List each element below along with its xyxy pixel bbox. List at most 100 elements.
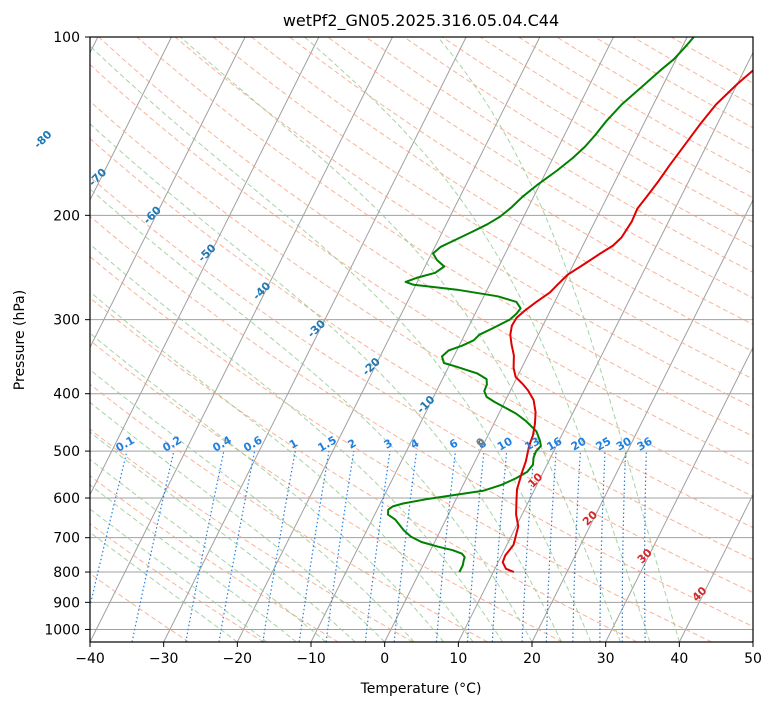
mixing-ratio-line (90, 450, 128, 609)
y-tick-label: 900 (53, 595, 80, 611)
isotherm-line (531, 198, 753, 642)
dry-adiabat-line (90, 297, 638, 642)
isotherm-line (310, 37, 614, 642)
x-tick-label: 20 (523, 651, 541, 667)
moist-adiabat-line (90, 243, 503, 642)
mixing-ratio-line (599, 451, 606, 642)
x-tick-label: 50 (744, 651, 762, 667)
mixing-ratio-line (298, 450, 330, 642)
dry-adiabat-line (90, 383, 488, 642)
mixing-ratio-line (491, 451, 508, 642)
isotherm-line (90, 37, 246, 349)
mixing-ratio-line (393, 451, 418, 642)
moist-adiabat-line (90, 531, 238, 642)
mixing-ratio-line (185, 450, 225, 642)
dry-adiabat-line (594, 37, 753, 129)
y-tick-label: 200 (53, 208, 80, 224)
plot-frame (89, 36, 754, 643)
dry-adiabat-line (98, 37, 753, 467)
mixing-ratio-line (131, 450, 175, 642)
adiabat-label: -80 (31, 128, 54, 151)
y-axis-title: Pressure (hPa) (12, 290, 28, 390)
isotherm-line (384, 37, 688, 642)
x-tick-label: −30 (149, 651, 179, 667)
moist-adiabat-line (304, 37, 651, 642)
chart-title: wetPf2_GN05.2025.316.05.04.C44 (283, 11, 559, 31)
x-tick-label: −10 (296, 651, 326, 667)
isobar-grid (90, 37, 753, 630)
y-tick-label: 300 (53, 313, 80, 329)
dry-adiabat-line (365, 37, 753, 273)
dewpoint-profile (387, 37, 695, 573)
mixing-ratio-label: 3 (382, 437, 395, 452)
dry-adiabats (90, 37, 753, 642)
moist-adiabat-line (90, 401, 386, 642)
x-axis-title: Temperature (°C) (360, 681, 482, 697)
dry-adiabat-line (90, 339, 563, 642)
dry-adiabat-line (174, 37, 753, 408)
moist-adiabat-line (90, 45, 592, 642)
dry-adiabat-line (90, 137, 753, 561)
dry-adiabat-line (90, 572, 190, 642)
y-tick-label: 800 (53, 565, 80, 581)
mixing-ratio-line (466, 451, 485, 642)
dry-adiabat-line (289, 37, 753, 326)
moist-adiabat-line (90, 369, 415, 642)
y-tick-label: 700 (53, 531, 80, 547)
x-tick-label: 40 (670, 651, 688, 667)
dry-adiabat-line (90, 475, 339, 642)
dry-adiabat-line (632, 37, 753, 106)
dry-adiabat-line (251, 37, 753, 353)
isotherm-line (236, 37, 541, 642)
plot-area (90, 37, 753, 642)
dry-adiabat-line (670, 37, 753, 84)
mixing-ratio-line (621, 451, 627, 642)
isotherm-line (90, 37, 320, 496)
mixing-ratio-line (435, 451, 456, 642)
x-tick-label: 10 (449, 651, 467, 667)
x-axis: −40 −30 −20 −10 0 10 20 30 40 50 (75, 642, 762, 667)
moist-adiabat-line (90, 431, 356, 642)
y-tick-label: 1000 (44, 622, 80, 638)
moist-adiabat-line (90, 188, 533, 642)
mixing-ratio-line (364, 451, 391, 642)
isotherm-grid (90, 37, 753, 642)
moist-adiabat-line (90, 123, 562, 642)
y-tick-label: 100 (53, 30, 80, 46)
dry-adiabat-line (480, 37, 753, 199)
mixing-ratio-label: 1 (287, 437, 300, 452)
dry-adiabat-line (90, 215, 753, 628)
moist-adiabat-line (180, 37, 621, 642)
mixing-ratio-line (262, 450, 296, 642)
mixing-ratio-label: 6 (447, 436, 460, 451)
isotherm-line (90, 37, 393, 642)
dry-adiabat-line (90, 100, 753, 529)
y-tick-label: 600 (53, 491, 80, 507)
temperature-line (501, 69, 753, 573)
moist-adiabat-line (90, 332, 444, 642)
mixing-ratio-line (325, 451, 355, 642)
dry-adiabat-line (327, 37, 753, 299)
y-tick-label: 500 (53, 444, 80, 460)
x-tick-label: 30 (597, 651, 615, 667)
dewpoint-line (387, 37, 695, 573)
isotherm-line (678, 493, 753, 642)
y-tick-label: 400 (53, 387, 80, 403)
dry-adiabat-line (556, 37, 753, 152)
moist-adiabat-line (437, 37, 680, 642)
dry-adiabat-line (90, 176, 753, 594)
x-tick-label: −20 (223, 651, 253, 667)
temperature-profile (501, 69, 753, 573)
isotherm-line (163, 37, 467, 642)
moist-adiabat-line (90, 508, 268, 642)
dry-adiabat-line (90, 255, 712, 642)
mixing-ratio-line (218, 450, 256, 642)
isotherm-line (90, 37, 172, 202)
dry-adiabat-line (212, 37, 753, 380)
isotherm-line (605, 346, 753, 642)
x-tick-label: 0 (380, 651, 389, 667)
y-axis: 100 200 300 400 500 600 700 800 900 1000 (44, 30, 90, 638)
dry-adiabat-line (90, 523, 264, 642)
isotherm-line (457, 51, 753, 642)
